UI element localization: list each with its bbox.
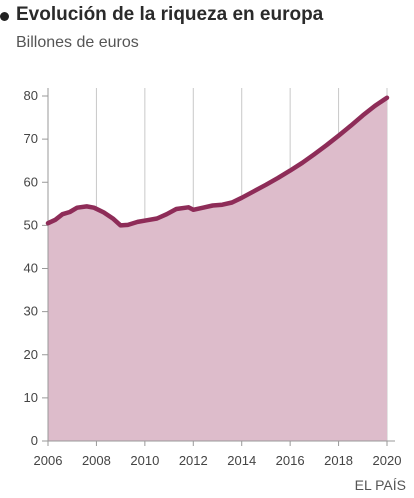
y-tick-label: 0 [31, 433, 38, 448]
y-tick-label: 60 [24, 174, 38, 189]
source-label: EL PAÍS [355, 477, 406, 493]
axis-layer [42, 88, 395, 446]
x-tick-label: 2006 [34, 453, 63, 468]
y-tick-label: 10 [24, 390, 38, 405]
y-tick-label: 80 [24, 88, 38, 103]
y-tick-label: 50 [24, 217, 38, 232]
x-tick-label: 2008 [82, 453, 111, 468]
series-line [45, 95, 390, 228]
chart-subtitle: Billones de euros [16, 34, 139, 51]
tick-labels: 0 10 20 30 40 50 60 70 80 2006 2008 2010 2012 2014 201… [24, 88, 402, 468]
x-tick-label: 2012 [179, 453, 208, 468]
area-fill [48, 97, 387, 441]
y-tick-label: 70 [24, 131, 38, 146]
y-tick-label: 30 [24, 304, 38, 319]
chart-title: Evolución de la riqueza en europa [16, 4, 324, 25]
x-tick-label: 2018 [324, 453, 353, 468]
y-tick-label: 40 [24, 261, 38, 276]
x-tick-label: 2016 [276, 453, 305, 468]
x-tick-label: 2010 [130, 453, 159, 468]
y-tick-label: 20 [24, 347, 38, 362]
x-tick-label: 2014 [227, 453, 256, 468]
bullet-dot-icon [0, 12, 9, 21]
x-tick-label: 2020 [373, 453, 402, 468]
